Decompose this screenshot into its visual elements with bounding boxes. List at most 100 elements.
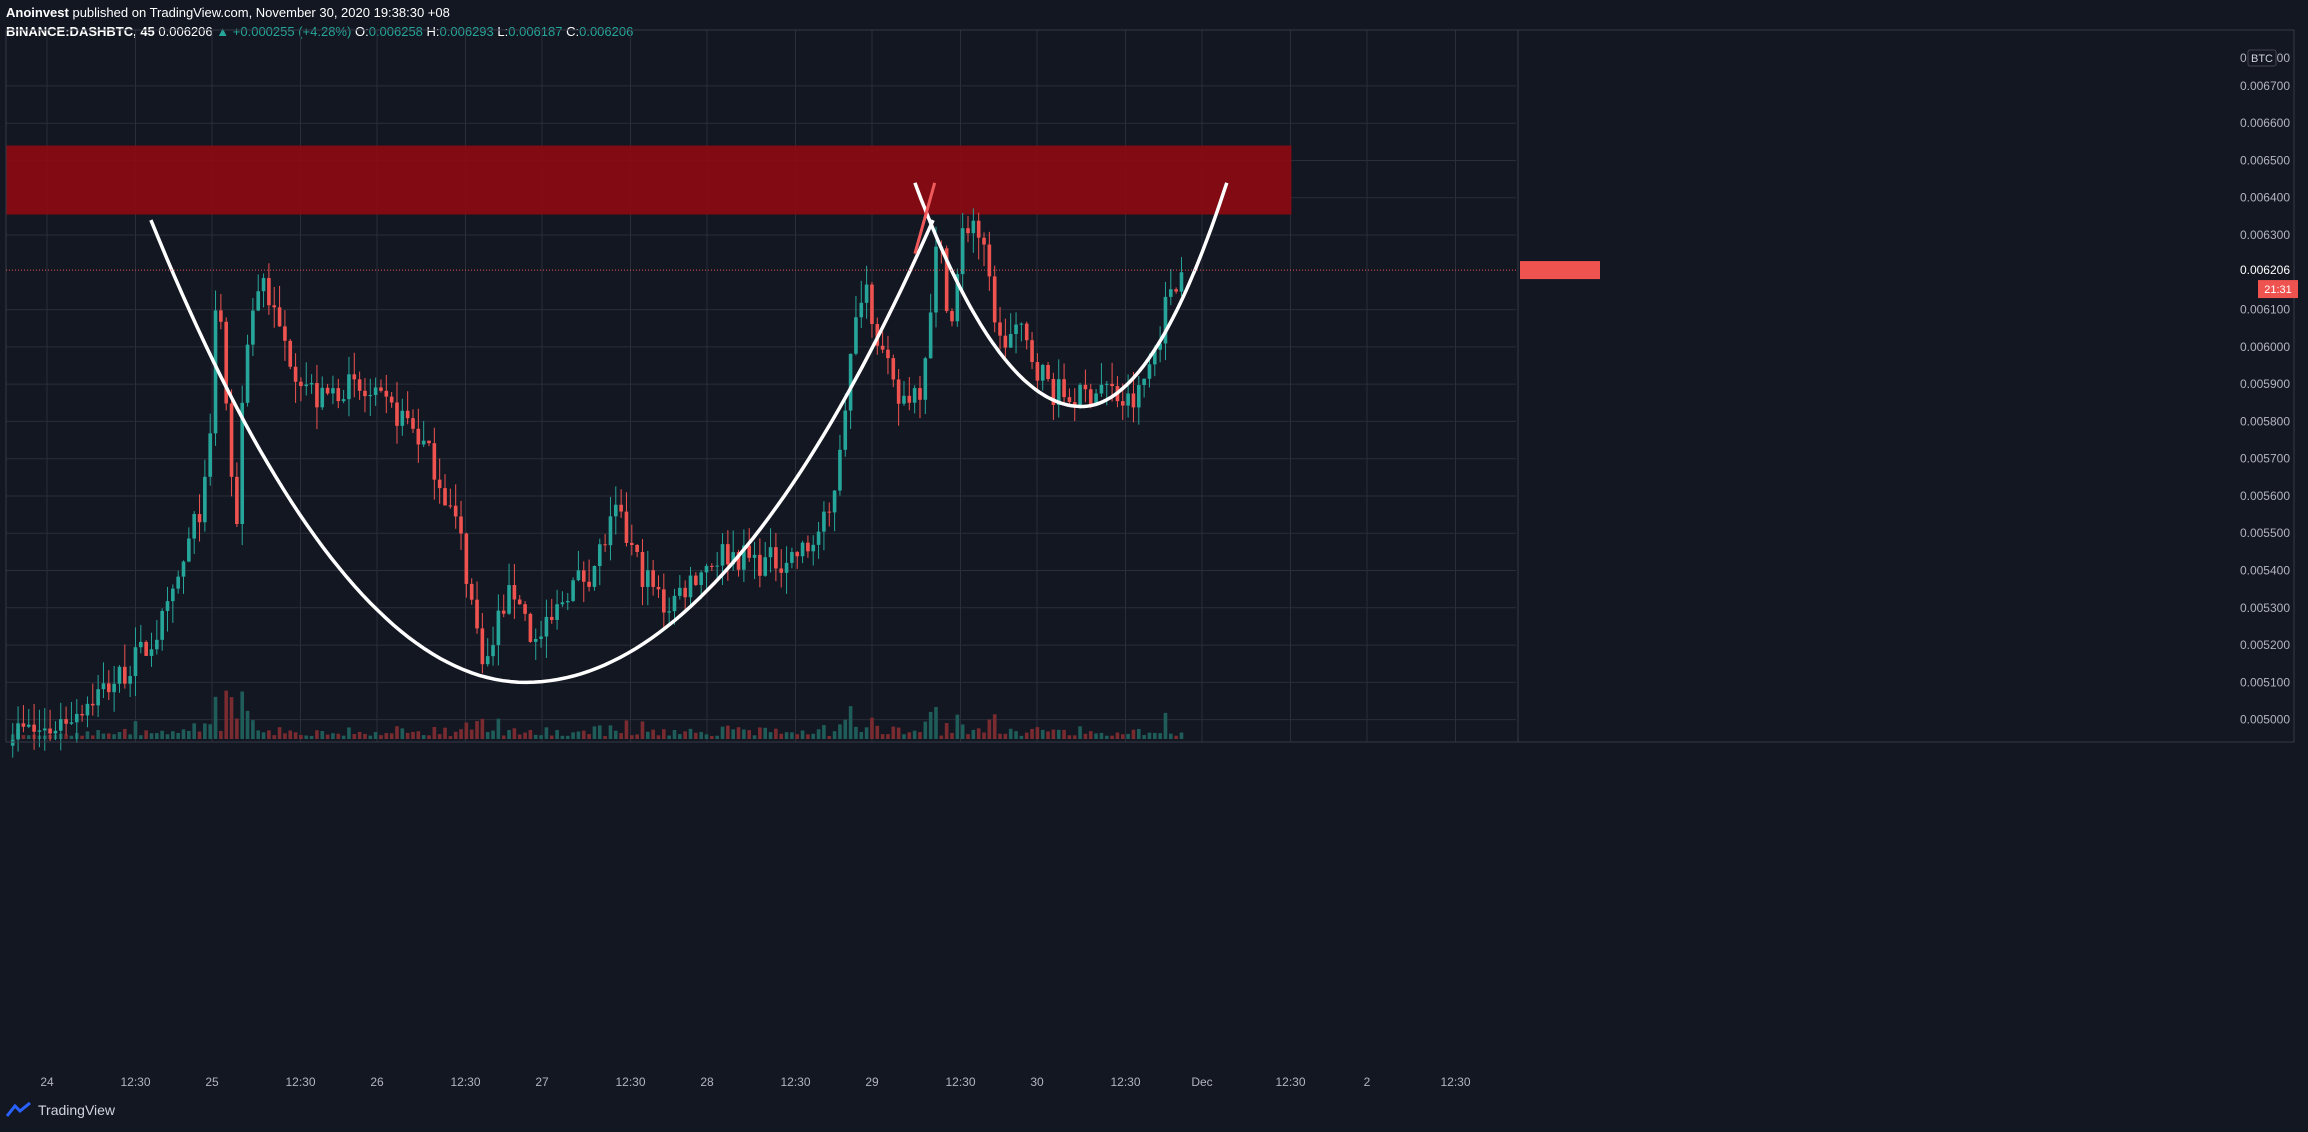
candle-body bbox=[187, 538, 191, 562]
candle-body bbox=[544, 616, 549, 637]
candle-body bbox=[533, 638, 538, 642]
candle-body bbox=[267, 278, 271, 306]
volume-bar bbox=[608, 725, 613, 739]
candle-body bbox=[229, 403, 234, 477]
volume-bar bbox=[587, 734, 591, 739]
volume-bar bbox=[1136, 728, 1141, 739]
volume-bar bbox=[1083, 733, 1088, 739]
volume-bar bbox=[720, 726, 725, 739]
candle-body bbox=[523, 604, 527, 614]
candle-body bbox=[827, 511, 832, 513]
candle-body bbox=[886, 349, 890, 359]
volume-bar bbox=[1024, 732, 1029, 739]
volume-bar bbox=[571, 732, 575, 739]
drawing-lines[interactable] bbox=[149, 182, 1229, 685]
candle-body bbox=[950, 311, 954, 322]
volume-bar bbox=[1078, 726, 1082, 739]
volume-bar bbox=[395, 726, 399, 739]
candle-body bbox=[336, 388, 341, 402]
author-name[interactable]: Anoinvest bbox=[6, 5, 69, 20]
candle-body bbox=[53, 730, 58, 734]
volume-bar bbox=[1030, 728, 1034, 739]
volume-bar bbox=[149, 733, 154, 739]
volume-bar bbox=[672, 729, 677, 739]
y-tick-label: 0.006700 bbox=[2240, 79, 2290, 93]
candle-body bbox=[854, 317, 858, 354]
volume-bar bbox=[288, 730, 293, 739]
candle-body bbox=[1019, 323, 1024, 325]
candle-body bbox=[357, 379, 362, 391]
candle-body bbox=[784, 562, 789, 573]
candle-body bbox=[480, 628, 485, 665]
volume-bar bbox=[139, 735, 143, 739]
volume-bar bbox=[320, 730, 325, 739]
volume-bar bbox=[838, 724, 842, 739]
candle-body bbox=[1179, 272, 1184, 292]
candle-body bbox=[715, 565, 719, 567]
volume-bar bbox=[1094, 733, 1098, 739]
candle-body bbox=[427, 440, 431, 444]
candle-body bbox=[224, 321, 229, 404]
candle-body bbox=[309, 383, 314, 385]
volume-bar bbox=[224, 690, 229, 739]
volume-bar bbox=[1067, 735, 1072, 739]
volume-bar bbox=[245, 710, 250, 739]
volume-bar bbox=[688, 728, 693, 739]
volume-bar bbox=[656, 735, 661, 739]
x-tick-label: 12:30 bbox=[780, 1075, 810, 1089]
volume-bar bbox=[539, 735, 543, 739]
candle-body bbox=[1131, 393, 1136, 408]
candle-body bbox=[69, 722, 74, 724]
volume-bar bbox=[160, 730, 164, 739]
candle-body bbox=[1035, 362, 1040, 381]
currency-label: BTC bbox=[2251, 53, 2273, 65]
volume-bar bbox=[982, 732, 986, 739]
candle-body bbox=[1110, 383, 1114, 387]
candle-body bbox=[149, 649, 154, 656]
candle-body bbox=[848, 353, 853, 411]
volume-bar bbox=[1099, 732, 1104, 739]
candles[interactable] bbox=[10, 208, 1184, 758]
volume-bar bbox=[822, 725, 826, 739]
volume-bar bbox=[581, 730, 586, 739]
candle-body bbox=[902, 395, 906, 404]
x-tick-label: 12:30 bbox=[120, 1075, 150, 1089]
candle-body bbox=[464, 533, 469, 584]
volume-bar bbox=[1008, 728, 1013, 739]
volume-bar bbox=[69, 735, 74, 739]
resistance-zone[interactable] bbox=[6, 145, 1292, 215]
y-tick-label: 0.006600 bbox=[2240, 116, 2290, 130]
candle-body bbox=[528, 613, 533, 642]
volume-bars bbox=[10, 690, 1184, 739]
volume-bar bbox=[379, 735, 383, 739]
candle-body bbox=[656, 586, 661, 590]
last-price: 0.006206 bbox=[158, 24, 213, 39]
y-tick-label: 0.006400 bbox=[2240, 191, 2290, 205]
volume-bar bbox=[662, 729, 666, 739]
candle-body bbox=[485, 656, 490, 665]
volume-bar bbox=[555, 730, 559, 739]
y-tick-label: 0.005900 bbox=[2240, 377, 2290, 391]
x-tick-label: 12:30 bbox=[615, 1075, 645, 1089]
volume-bar bbox=[389, 733, 394, 739]
volume-bar bbox=[1003, 733, 1008, 739]
volume-bar bbox=[448, 736, 453, 739]
tradingview-brand[interactable]: TradingView bbox=[38, 1102, 116, 1118]
candle-body bbox=[160, 610, 164, 640]
symbol-label[interactable]: BINANCE:DASHBTC, 45 bbox=[6, 24, 155, 39]
volume-bar bbox=[80, 735, 84, 739]
y-tick-label: 0.005200 bbox=[2240, 638, 2290, 652]
volume-bar bbox=[795, 734, 800, 739]
volume-bar bbox=[971, 729, 976, 739]
candle-body bbox=[928, 312, 933, 359]
candle-body bbox=[710, 565, 714, 567]
volume-bar bbox=[998, 733, 1002, 739]
footer: TradingView bbox=[6, 1102, 115, 1118]
candle-body bbox=[731, 552, 735, 565]
volume-bar bbox=[966, 734, 970, 739]
candle-body bbox=[469, 583, 474, 600]
volume-bar bbox=[187, 730, 191, 739]
candle-body bbox=[998, 322, 1002, 336]
candle-body bbox=[603, 544, 607, 546]
